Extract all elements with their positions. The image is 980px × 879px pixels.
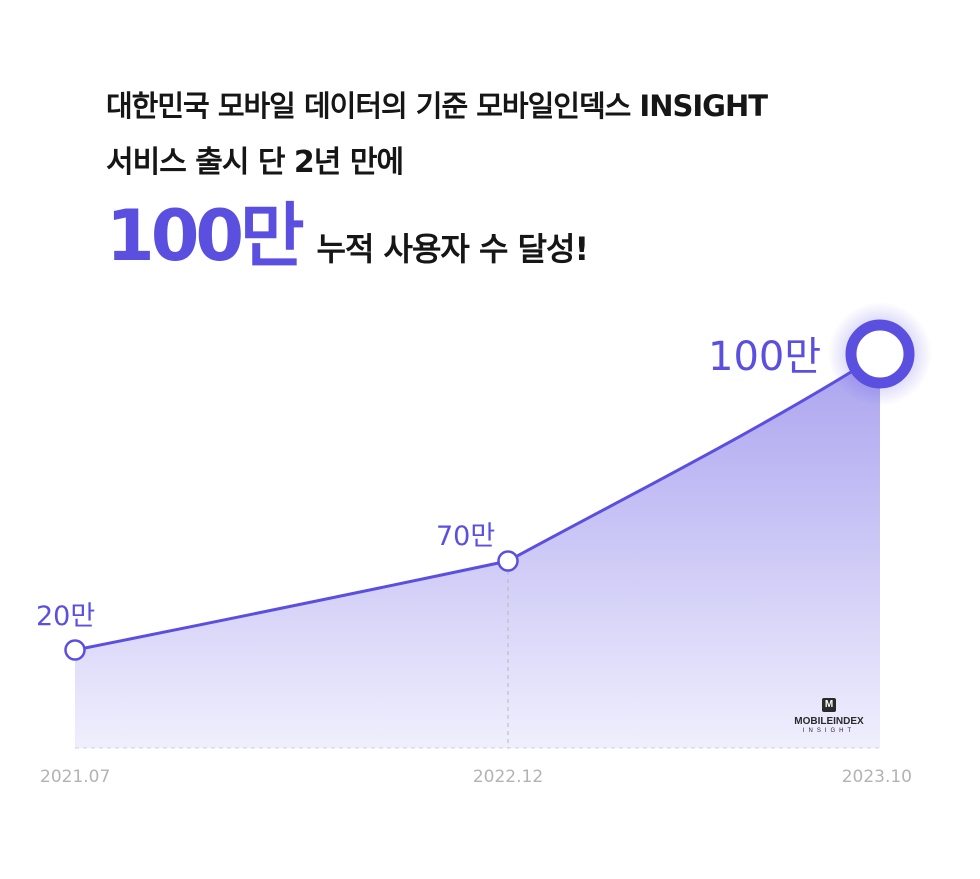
data-points [64, 302, 932, 661]
mobileindex-logo: M MOBILEINDEX INSIGHT [786, 698, 872, 734]
data-label-2022.12: 70만 [436, 521, 495, 552]
x-tick-2023.10: 2023.10 [842, 767, 912, 787]
data-point-2022.12 [497, 550, 519, 572]
headline-line3-rest: 누적 사용자 수 달성! [316, 230, 590, 268]
data-label-2021.07: 20만 [36, 601, 95, 632]
logo-sub: INSIGHT [802, 728, 856, 734]
data-point-2023.10 [845, 319, 915, 389]
x-tick-2022.12: 2022.12 [473, 767, 543, 787]
headline-line3: 100만 누적 사용자 수 달성! [106, 196, 906, 276]
x-tick-labels: 2021.07 2022.12 2023.10 [40, 767, 912, 787]
headline-highlight: 100만 [106, 195, 305, 277]
data-point-2021.07 [64, 639, 86, 661]
x-tick-2021.07: 2021.07 [40, 767, 110, 787]
data-labels: 20만 70만 100만 [36, 334, 821, 632]
logo-name: MOBILEINDEX [794, 716, 864, 727]
area-fill [75, 354, 880, 748]
headline-line2: 서비스 출시 단 2년 만에 [106, 145, 404, 180]
headline-line1: 대한민국 모바일 데이터의 기준 모바일인덱스 INSIGHT [106, 89, 768, 123]
headline: 대한민국 모바일 데이터의 기준 모바일인덱스 INSIGHT 서비스 출시 단… [106, 84, 906, 276]
logo-mark-icon: M [822, 698, 836, 712]
data-label-2023.10: 100만 [708, 334, 821, 380]
